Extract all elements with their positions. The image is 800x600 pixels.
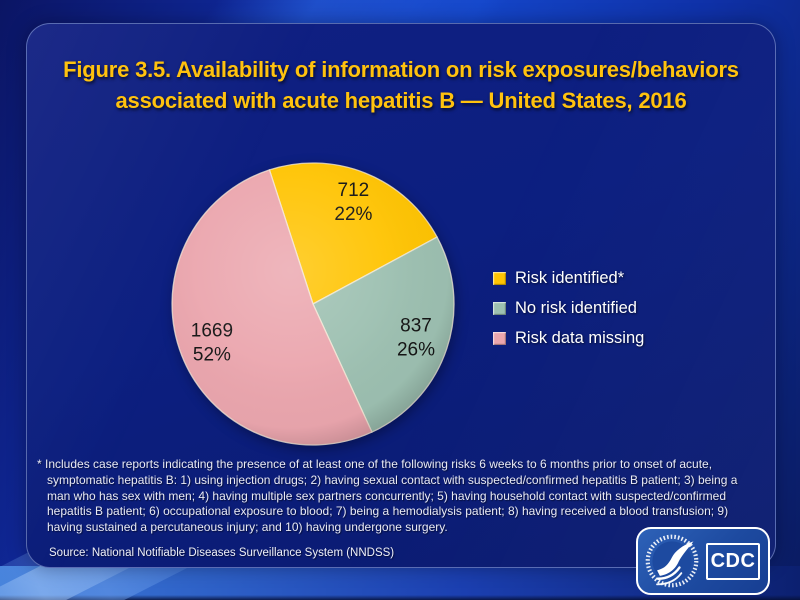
- chart-legend: Risk identified* No risk identified Risk…: [493, 263, 644, 353]
- legend-swatch-no-risk-identified: [493, 301, 506, 315]
- source-text: Source: National Notifiable Diseases Sur…: [49, 547, 395, 559]
- hhs-eagle-icon: [645, 534, 699, 588]
- pie-chart: 712 22% 837 26% 1669 52%: [171, 162, 455, 446]
- legend-label-no-risk-identified: No risk identified: [515, 298, 637, 317]
- pie-label-value-risk-identified: 712: [338, 180, 370, 201]
- figure-title-line2: associated with acute hepatitis B — Unit…: [115, 88, 687, 113]
- pie-label-percent-risk-identified: 22%: [334, 204, 372, 225]
- pie-label-percent-risk-data-missing: 52%: [193, 345, 231, 366]
- legend-item-risk-identified: Risk identified*: [493, 263, 644, 293]
- figure-title-line1: Figure 3.5. Availability of information …: [63, 57, 739, 82]
- legend-item-risk-data-missing: Risk data missing: [493, 323, 644, 353]
- legend-swatch-risk-identified: [493, 271, 506, 285]
- figure-title: Figure 3.5. Availability of information …: [27, 54, 775, 116]
- legend-swatch-risk-data-missing: [493, 331, 506, 345]
- pie-chart-container: 712 22% 837 26% 1669 52%: [167, 158, 459, 450]
- cdc-wordmark: CDC: [710, 549, 756, 572]
- pie-label-value-risk-data-missing: 1669: [191, 321, 233, 342]
- pie-label-value-no-risk-identified: 837: [400, 315, 432, 336]
- content-panel: Figure 3.5. Availability of information …: [26, 23, 776, 568]
- pie-label-percent-no-risk-identified: 26%: [397, 339, 435, 360]
- legend-label-risk-identified: Risk identified*: [515, 268, 625, 287]
- legend-item-no-risk-identified: No risk identified: [493, 293, 644, 323]
- legend-label-risk-data-missing: Risk data missing: [515, 328, 645, 347]
- cdc-hhs-logo: CDC: [636, 527, 770, 595]
- footnote-text: * Includes case reports indicating the p…: [37, 457, 738, 535]
- cdc-wordmark-box: CDC: [706, 542, 760, 580]
